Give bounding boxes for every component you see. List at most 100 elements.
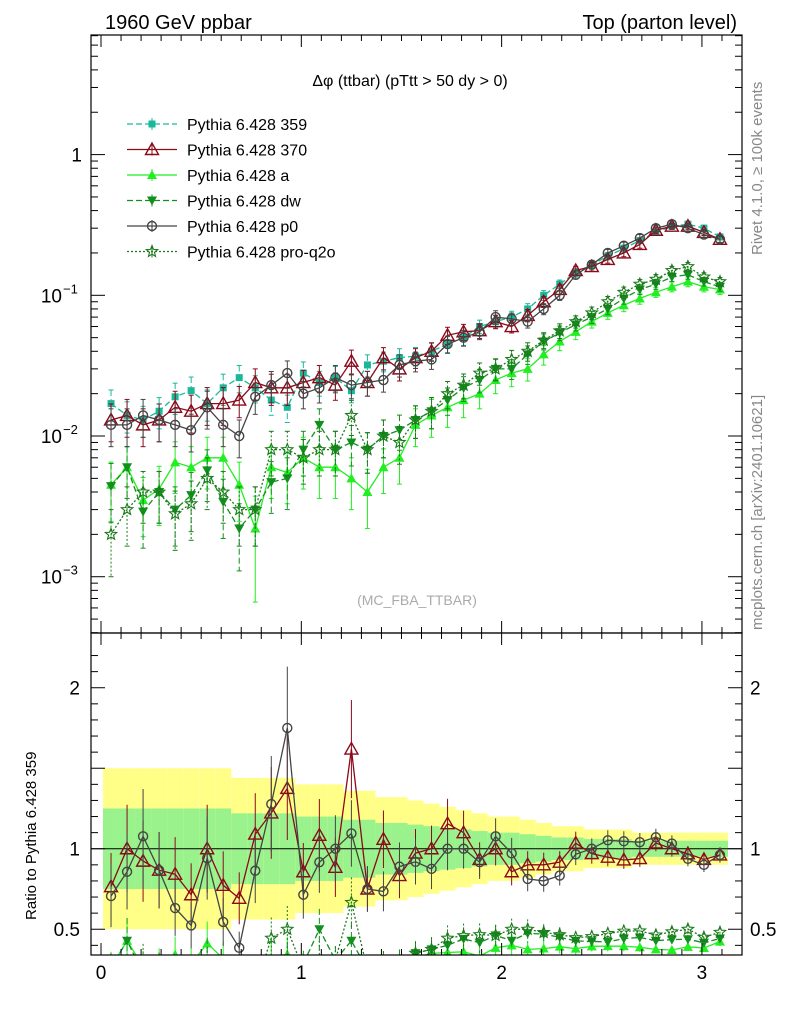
series-2-point bbox=[618, 300, 629, 310]
series-1-ratio-point bbox=[664, 840, 680, 855]
series-4-point bbox=[250, 391, 261, 402]
series-1-ratio-point bbox=[616, 852, 632, 866]
series-5-ratio-point bbox=[584, 929, 599, 943]
series-4-ratio-point bbox=[185, 920, 197, 931]
series-4-point bbox=[218, 419, 229, 431]
series-4-ratio-point bbox=[458, 843, 469, 854]
legend-marker-4 bbox=[146, 220, 158, 232]
y-tick-label: 1 bbox=[71, 146, 82, 167]
series-2-point bbox=[346, 473, 357, 483]
ratio-tick-label-right: 0.5 bbox=[750, 920, 776, 941]
series-3-point bbox=[314, 420, 325, 430]
legend-label-0: Pythia 6.428 359 bbox=[187, 117, 307, 134]
series-3-point bbox=[714, 282, 725, 292]
main-series bbox=[103, 218, 728, 603]
series-4-ratio-point bbox=[618, 836, 630, 847]
series-0-point bbox=[235, 374, 243, 382]
series-3-line bbox=[110, 274, 721, 530]
series-4-point bbox=[602, 247, 613, 259]
legend-marker-3 bbox=[147, 196, 157, 206]
series-2-ratio-point bbox=[570, 943, 581, 953]
series-4-point bbox=[153, 414, 165, 426]
series-3-point bbox=[266, 478, 277, 488]
series-4-point bbox=[282, 367, 293, 379]
series-4-point bbox=[394, 359, 405, 371]
series-2-ratio-point bbox=[666, 945, 677, 955]
series-5-ratio-point bbox=[456, 928, 471, 942]
series-5-ratio-point bbox=[536, 924, 551, 939]
series-5-point bbox=[312, 442, 327, 456]
series-5-point bbox=[376, 428, 391, 443]
ratio-tick-label-left: 0.5 bbox=[54, 920, 80, 941]
series-2-ratio-point bbox=[172, 949, 179, 955]
series-5-point bbox=[328, 442, 343, 456]
series-1-ratio-point bbox=[648, 835, 664, 849]
series-1-ratio-point bbox=[632, 850, 648, 865]
x-tick-label: 2 bbox=[496, 963, 507, 984]
series-1-ratio-point bbox=[183, 886, 199, 901]
legend-marker-5 bbox=[144, 243, 160, 258]
series-4-point bbox=[266, 379, 277, 391]
series-1-point bbox=[616, 245, 632, 259]
series-5-point bbox=[648, 271, 664, 286]
series-4-ratio-point bbox=[554, 870, 565, 881]
ratio-tick-label-left: 2 bbox=[69, 679, 80, 700]
y-tick-label: 10 bbox=[41, 568, 62, 589]
legend: Pythia 6.428 359 Pythia 6.428 370 Pythia 6… bbox=[127, 117, 336, 262]
series-4-ratio-point bbox=[538, 875, 549, 887]
ratio-tick-label-right: 1 bbox=[750, 840, 761, 861]
y-tick-label: 10 bbox=[41, 427, 62, 448]
series-0-line bbox=[110, 223, 721, 421]
series-5-point bbox=[552, 323, 567, 337]
series-3-point bbox=[122, 463, 133, 473]
series-4-point bbox=[137, 410, 149, 421]
series-2-point bbox=[314, 462, 325, 472]
series-4-ratio-point bbox=[634, 836, 646, 848]
series-5-ratio-point bbox=[408, 945, 423, 955]
series-3-ratio-point bbox=[666, 935, 677, 945]
series-4-point bbox=[426, 354, 437, 365]
series-0-point bbox=[283, 403, 291, 411]
legend-label-5: Pythia 6.428 pro-q2o bbox=[187, 245, 336, 262]
y-tick-exponent: −3 bbox=[63, 563, 78, 578]
series-5-point bbox=[456, 377, 471, 392]
series-2-point bbox=[650, 287, 661, 297]
series-5-main bbox=[103, 259, 728, 578]
axes: 0 1 2 310−310−210 −110.5 0.51 12 2 bbox=[41, 34, 776, 984]
series-3-ratio-point bbox=[346, 936, 357, 946]
series-4-ratio-point bbox=[474, 856, 485, 868]
series-5-point bbox=[200, 470, 215, 485]
series-4-ratio-point bbox=[506, 848, 517, 859]
series-5-point bbox=[600, 294, 615, 308]
series-4-point bbox=[442, 338, 453, 350]
series-1-point bbox=[503, 318, 520, 333]
series-4-ratio-point bbox=[362, 883, 373, 895]
watermark: (MC_FBA_TTBAR) bbox=[357, 592, 477, 608]
series-5-point bbox=[568, 314, 583, 328]
series-2-point bbox=[378, 462, 389, 472]
series-5-point bbox=[536, 332, 551, 347]
series-5-ratio-point bbox=[616, 923, 631, 938]
series-2-ratio-point bbox=[618, 941, 629, 951]
series-3-ratio-point bbox=[634, 933, 645, 943]
ratio-series bbox=[103, 666, 728, 955]
series-4-point bbox=[554, 290, 565, 301]
series-4-ratio-point bbox=[330, 843, 341, 854]
series-1-point bbox=[600, 251, 616, 266]
series-5-point bbox=[280, 442, 295, 456]
series-4-point bbox=[698, 229, 710, 240]
series-1-ratio-point bbox=[231, 890, 247, 904]
series-4-point bbox=[298, 388, 309, 399]
series-5-ratio-point bbox=[680, 921, 696, 936]
series-4-ratio-point bbox=[650, 832, 662, 843]
legend-marker-2 bbox=[147, 170, 157, 179]
series-4-ratio-point bbox=[201, 853, 213, 864]
series-4-ratio-point bbox=[121, 866, 133, 877]
series-1-point bbox=[343, 353, 360, 367]
series-2-main bbox=[106, 276, 725, 603]
series-4-point bbox=[185, 424, 197, 436]
series-4-ratio-point bbox=[602, 835, 613, 846]
legend-label-4: Pythia 6.428 p0 bbox=[187, 219, 298, 236]
series-5-ratio-point bbox=[264, 930, 279, 945]
